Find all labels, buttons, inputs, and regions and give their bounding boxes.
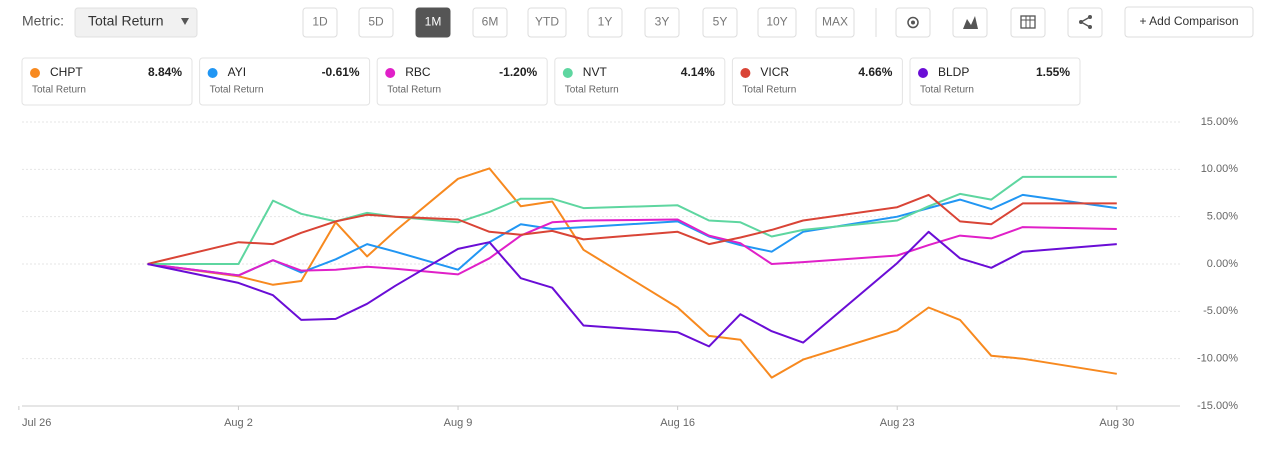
range-label: 1Y xyxy=(598,15,613,29)
series-line xyxy=(147,193,1117,277)
range-button[interactable] xyxy=(757,7,797,38)
range-button[interactable] xyxy=(527,7,567,38)
range-label: MAX xyxy=(822,15,848,29)
legend-card[interactable] xyxy=(554,57,726,106)
range-button[interactable] xyxy=(702,7,738,38)
x-tick-label: Aug 9 xyxy=(444,417,473,429)
metric-label: Metric: xyxy=(22,13,64,29)
legend-ticker: RBC xyxy=(405,65,431,79)
y-tick-label: -10.00% xyxy=(1197,353,1238,365)
legend-dot xyxy=(207,68,218,78)
legend-caption: Total Return xyxy=(32,85,86,96)
legend-dot xyxy=(918,68,928,78)
legend-value: -0.61% xyxy=(322,65,360,79)
legend-ticker: BLDP xyxy=(938,65,969,79)
range-label: 5Y xyxy=(713,15,728,29)
legend-value: -1.20% xyxy=(499,65,537,79)
y-tick-label: -5.00% xyxy=(1203,305,1238,317)
range-button[interactable] xyxy=(358,7,394,38)
range-label: 10Y xyxy=(766,15,787,29)
legend-card[interactable] xyxy=(376,57,548,106)
share-button[interactable] xyxy=(1067,7,1103,38)
x-tick-label: Aug 23 xyxy=(880,417,915,429)
legend-dot xyxy=(740,68,751,78)
legend-value: 4.66% xyxy=(858,65,892,79)
range-button[interactable] xyxy=(587,7,623,38)
metric-dropdown[interactable] xyxy=(74,7,198,38)
range-label: 6M xyxy=(482,15,499,29)
x-tick-label: Jul 26 xyxy=(22,417,51,429)
series-line xyxy=(147,175,1117,265)
range-button[interactable] xyxy=(815,7,855,38)
metric-value: Total Return xyxy=(88,13,163,29)
dropdown-arrow xyxy=(181,18,189,25)
y-tick-label: 10.00% xyxy=(1201,163,1239,175)
legend-card[interactable] xyxy=(21,57,193,106)
range-label: 1M xyxy=(425,15,442,29)
legend-value: 8.84% xyxy=(148,65,182,79)
series-line xyxy=(147,167,1117,379)
legend-caption: Total Return xyxy=(742,85,796,96)
x-tick-label: Aug 16 xyxy=(660,417,695,429)
y-tick-label: -15.00% xyxy=(1197,400,1238,412)
range-label: 3Y xyxy=(655,15,670,29)
add-comparison-label: + Add Comparison xyxy=(1139,14,1238,28)
chart-type-button[interactable] xyxy=(952,7,988,38)
legend-dot xyxy=(562,68,573,78)
legend-card[interactable] xyxy=(731,57,903,106)
add-comparison-button[interactable] xyxy=(1124,6,1254,38)
legend-ticker: AYI xyxy=(228,65,246,79)
range-label: 1D xyxy=(312,15,328,29)
x-tick-label: Aug 30 xyxy=(1099,417,1134,429)
legend-card[interactable] xyxy=(909,57,1081,106)
legend-ticker: VICR xyxy=(760,65,789,79)
range-button[interactable] xyxy=(302,7,338,38)
series-line xyxy=(147,218,1117,277)
legend-caption: Total Return xyxy=(920,85,974,96)
legend-dot xyxy=(30,68,40,78)
legend-card[interactable] xyxy=(199,57,371,106)
range-label: 5D xyxy=(368,15,384,29)
series-line xyxy=(147,193,1117,265)
y-tick-label: 5.00% xyxy=(1207,211,1238,223)
range-label: YTD xyxy=(535,15,559,29)
legend-ticker: CHPT xyxy=(50,65,83,79)
legend-value: 4.14% xyxy=(681,65,715,79)
legend-ticker: NVT xyxy=(583,65,608,79)
y-tick-label: 0.00% xyxy=(1207,258,1238,270)
x-tick-label: Aug 2 xyxy=(224,417,253,429)
settings-button[interactable] xyxy=(895,7,931,38)
legend-dot xyxy=(385,68,396,78)
range-button[interactable] xyxy=(644,7,680,38)
range-button[interactable] xyxy=(472,7,508,38)
series-line xyxy=(147,230,1117,348)
legend-caption: Total Return xyxy=(210,85,264,96)
range-button[interactable] xyxy=(415,7,451,38)
legend-caption: Total Return xyxy=(565,85,619,96)
table-button[interactable] xyxy=(1010,7,1046,38)
legend-caption: Total Return xyxy=(387,85,441,96)
legend-value: 1.55% xyxy=(1036,65,1070,79)
y-tick-label: 15.00% xyxy=(1201,116,1239,128)
